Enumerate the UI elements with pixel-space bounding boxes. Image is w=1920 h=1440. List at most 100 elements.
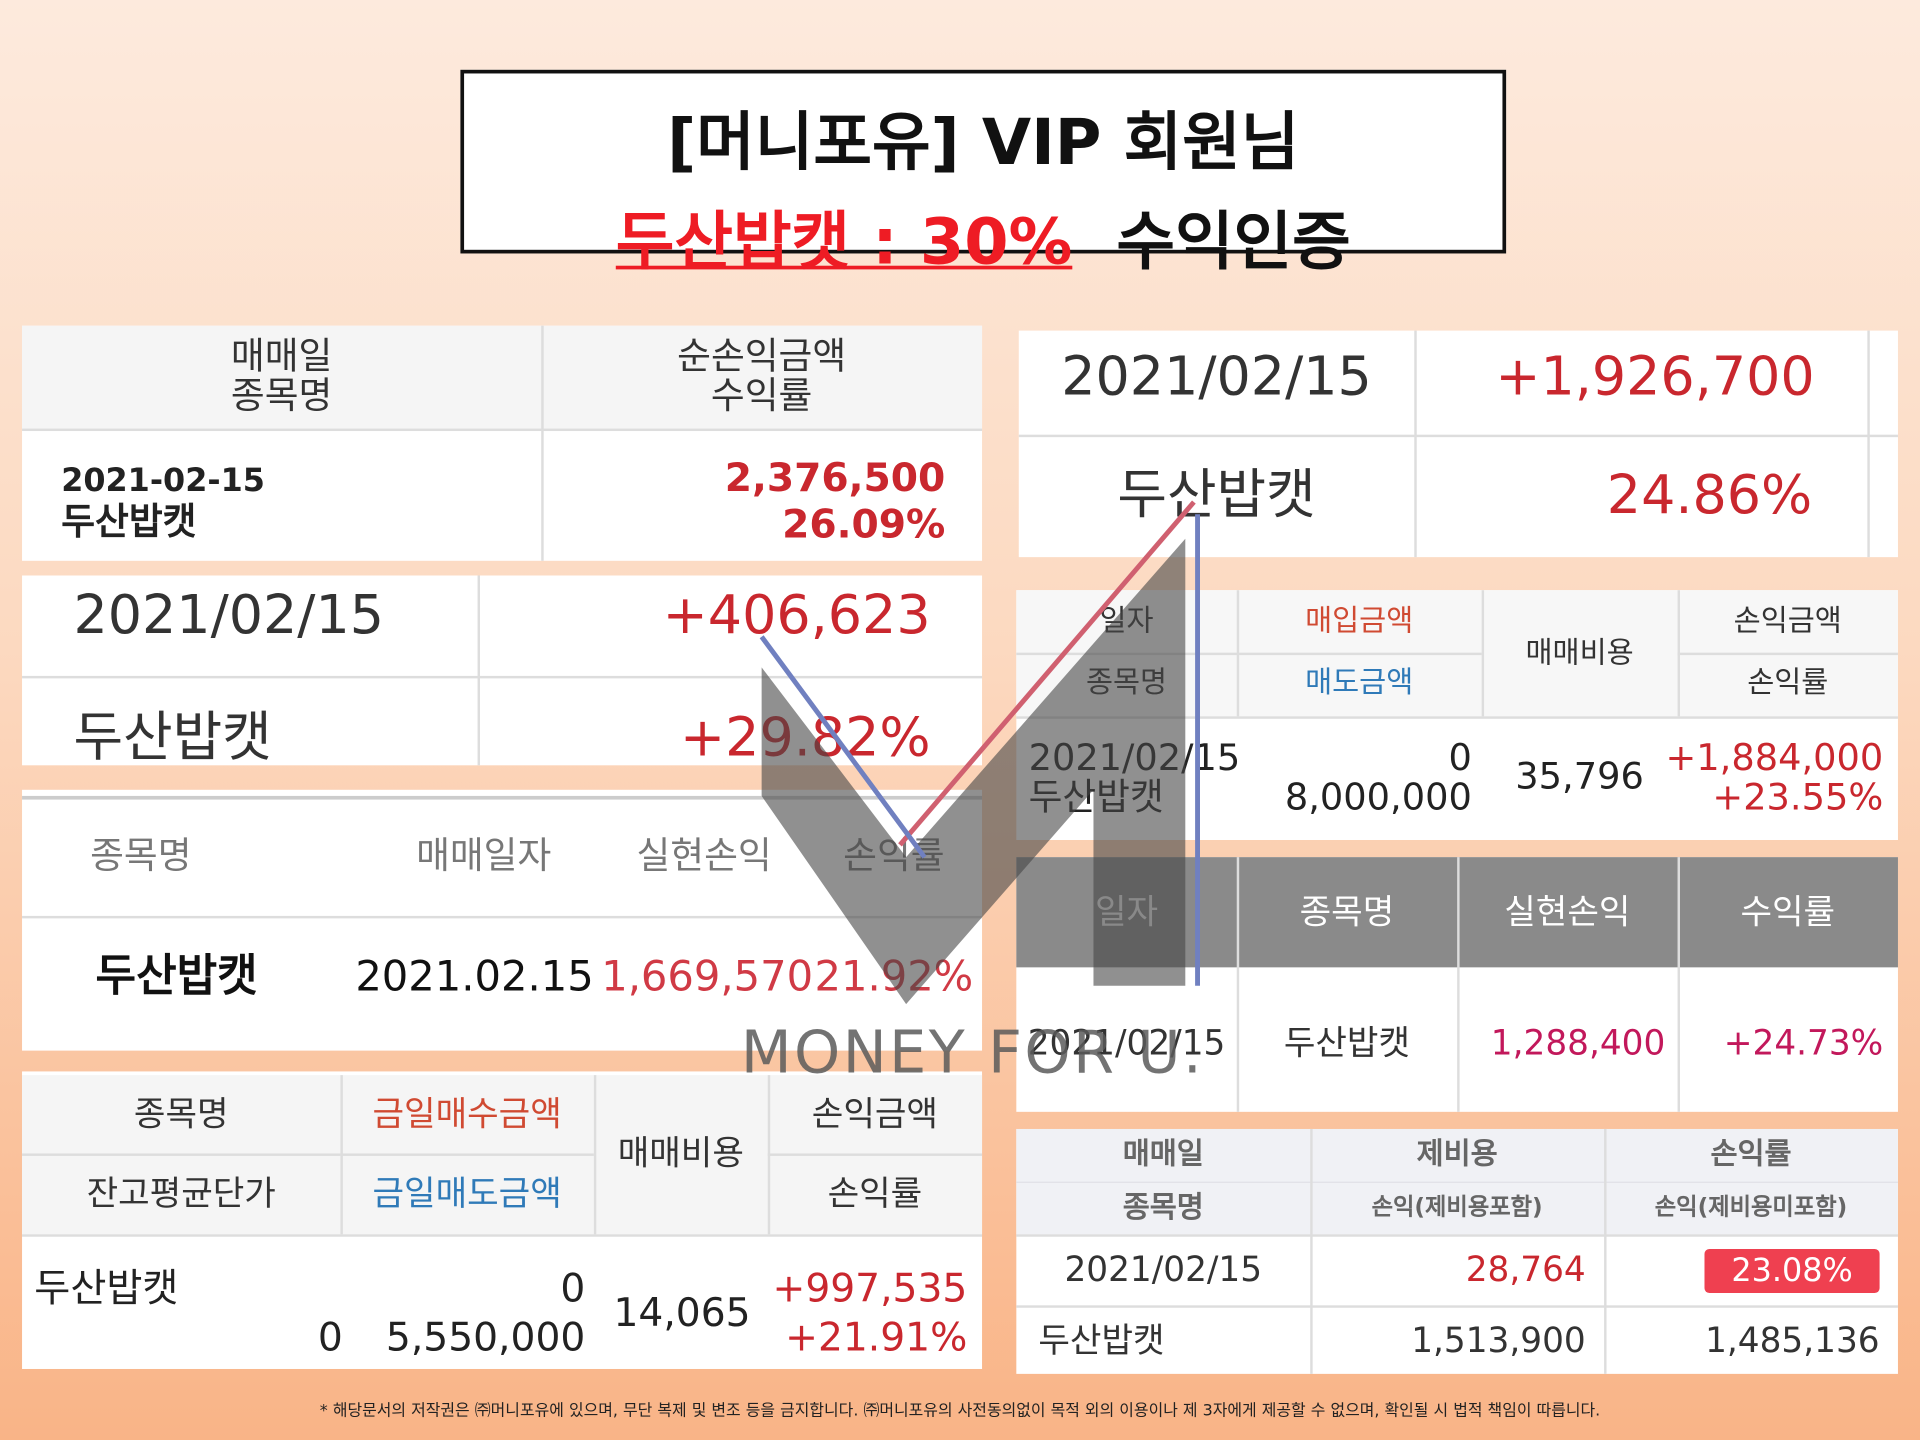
cell-text: +24.73%: [1723, 1022, 1884, 1063]
cell-text: 35,796: [1515, 755, 1644, 799]
cell-text: +21.91%: [785, 1313, 968, 1361]
cell-text: 두산밥캣: [1283, 1022, 1411, 1063]
title: [머니포유] VIP 회원님: [667, 106, 1300, 180]
divider: [22, 428, 983, 432]
cell-text: 0: [317, 1313, 343, 1361]
cell-text: 손익률: [1747, 664, 1829, 700]
cell-text: 23.08%: [1731, 1252, 1853, 1290]
cell-text: +997,535: [772, 1264, 968, 1312]
cell-text: +23.55%: [1712, 776, 1884, 820]
cell-text: 두산밥캣: [61, 500, 197, 544]
cell-text: 매도금액: [1305, 664, 1414, 700]
cell-text: 2021/02/15: [1027, 1022, 1226, 1063]
divider: [1016, 1234, 1898, 1237]
cell-text: +29.82%: [680, 706, 931, 769]
cell-text: 매입금액: [1305, 603, 1414, 638]
divider: [477, 575, 480, 766]
cell-text: 종목명: [230, 374, 333, 418]
divider: [1016, 1181, 1898, 1183]
cell-text: 28,764: [1465, 1248, 1586, 1290]
divider: [767, 1153, 983, 1156]
cell-text: 2021/02/15: [1061, 345, 1372, 408]
title-box: [머니포유] VIP 회원님 두산밥캣 : 30% 수익인증: [460, 69, 1507, 279]
divider: [22, 1234, 983, 1237]
cell-text: 순손익금액: [677, 335, 847, 379]
subtitle: 두산밥캣 : 30% 수익인증: [464, 190, 1502, 282]
cell-text: 매매일: [230, 335, 333, 379]
divider: [541, 325, 544, 561]
highlight: 두산밥캣 : 30%: [615, 205, 1073, 280]
divider: [593, 1075, 597, 1235]
cell-text: 0: [560, 1264, 586, 1312]
cell-text: 2021-02-15: [61, 462, 265, 500]
cell-text: +1,926,700: [1495, 345, 1815, 408]
cell-text: 실현손익: [636, 835, 772, 878]
cell-text: 두산밥캣: [34, 1264, 179, 1312]
cell-text: 일자: [1099, 603, 1154, 638]
cell-text: 손익(제비용포함): [1371, 1193, 1543, 1221]
divider: [1677, 590, 1680, 717]
cell-text: 종목명: [1299, 891, 1395, 932]
cell-text: 1,485,136: [1705, 1320, 1880, 1361]
cell-text: 14,065: [613, 1289, 751, 1336]
cell-text: 5,550,000: [385, 1313, 586, 1361]
cell-text: 2021.02.15: [355, 952, 594, 1002]
divider: [1867, 330, 1870, 558]
cell-text: 24.86%: [1606, 464, 1813, 527]
cell-text: 두산밥캣: [95, 951, 258, 1002]
cell-text: 2,376,500: [724, 454, 946, 501]
cell-text: 손익금액: [1733, 603, 1842, 638]
cell-text: 수익률: [1740, 891, 1836, 932]
divider: [1016, 1305, 1898, 1308]
panel: [22, 325, 983, 429]
divider: [340, 1153, 594, 1156]
divider: [1414, 330, 1417, 558]
divider: [22, 675, 983, 679]
cell-text: 손익률: [827, 1173, 923, 1214]
cell-text: 손익(제비용미포함): [1654, 1193, 1848, 1221]
divider: [767, 1075, 771, 1235]
cell-text: 금일매수금액: [372, 1093, 562, 1134]
cell-text: +1,884,000: [1665, 737, 1884, 780]
divider: [22, 915, 983, 919]
cell-text: 종목명: [133, 1093, 229, 1134]
cell-text: 0: [1448, 737, 1472, 780]
divider: [340, 1075, 343, 1235]
watermark: MONEY FOR U.: [740, 1018, 1205, 1088]
divider: [1481, 590, 1485, 717]
divider: [1677, 857, 1680, 1112]
subtitle-rest: 수익인증: [1116, 205, 1351, 280]
footer: * 해당문서의 저작권은 ㈜머니포유에 있으며, 무단 복제 및 변조 등을 금…: [319, 1401, 1601, 1420]
divider: [1018, 434, 1898, 438]
cell-text: 매매비용: [1525, 635, 1634, 670]
cell-text: 일자: [1094, 891, 1159, 932]
cell-text: 1,513,900: [1411, 1320, 1586, 1361]
cell-text: 잔고평균단가: [86, 1173, 276, 1214]
cell-text: 손익금액: [811, 1093, 938, 1134]
cell-text: +406,623: [662, 584, 931, 647]
cell-text: 종목명: [1085, 664, 1168, 700]
divider: [1310, 1128, 1313, 1374]
cell-text: 제비용: [1416, 1136, 1498, 1171]
cell-text: 2021/02/15: [73, 584, 385, 647]
divider: [1236, 590, 1240, 717]
cell-text: 매매비용: [617, 1132, 744, 1174]
divider: [1016, 716, 1898, 719]
divider: [1016, 652, 1482, 656]
divider: [22, 795, 983, 800]
cell-text: 26.09%: [782, 500, 946, 548]
divider: [22, 1153, 341, 1156]
cell-text: 금일매도금액: [372, 1173, 562, 1214]
cell-text: 종목명: [1122, 1190, 1204, 1225]
cell-text: 두산밥캣: [1028, 776, 1164, 820]
cell-text: 종목명: [90, 835, 192, 878]
divider: [1677, 652, 1898, 656]
cell-text: 1,288,400: [1490, 1022, 1666, 1063]
divider: [1457, 857, 1460, 1112]
cell-text: 두산밥캣: [1117, 464, 1316, 527]
cell-text: 8,000,000: [1284, 776, 1472, 820]
cell-text: 매매일자: [416, 835, 552, 878]
cell-text: 손익률: [843, 835, 945, 878]
cell-text: 두산밥캣: [73, 706, 272, 769]
